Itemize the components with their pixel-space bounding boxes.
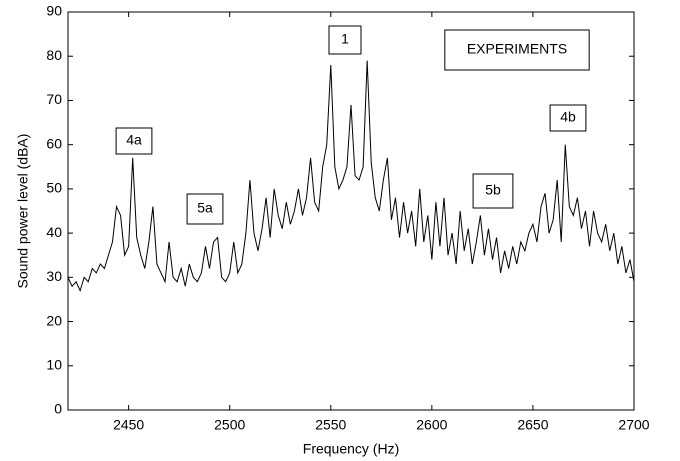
x-tick-label: 2600: [416, 417, 447, 433]
y-tick-label: 10: [46, 356, 62, 372]
annotation-box: [472, 173, 514, 209]
annotation-text: 4a: [126, 132, 142, 148]
x-tick-label: 2550: [315, 417, 346, 433]
annotation-box: [444, 29, 590, 71]
y-axis-label: Sound power level (dBA): [15, 134, 31, 289]
annotation-text: EXPERIMENTS: [467, 41, 567, 57]
annotation-box: [549, 104, 587, 132]
y-tick-label: 30: [46, 268, 62, 284]
y-tick-label: 80: [46, 47, 62, 63]
annotation: 4a: [115, 127, 153, 155]
annotation: 1: [328, 25, 362, 55]
x-tick-label: 2650: [517, 417, 548, 433]
x-tick-label: 2500: [214, 417, 245, 433]
annotation-text: 1: [341, 31, 349, 47]
annotation-text: 5a: [197, 200, 213, 216]
y-tick-label: 90: [46, 3, 62, 19]
annotation: EXPERIMENTS: [444, 29, 590, 71]
annotation: 5b: [472, 173, 514, 209]
annotation: 5a: [186, 193, 224, 225]
y-tick-label: 70: [46, 91, 62, 107]
annotation-box: [115, 127, 153, 155]
x-axis-label: Frequency (Hz): [303, 441, 399, 457]
annotation-text: 5b: [485, 182, 501, 198]
annotation-box: [186, 193, 224, 225]
annotation-text: 4b: [560, 109, 576, 125]
y-tick-label: 0: [54, 401, 62, 417]
plot-frame: [67, 11, 635, 411]
y-tick-label: 60: [46, 135, 62, 151]
y-tick-label: 50: [46, 180, 62, 196]
y-tick-label: 20: [46, 312, 62, 328]
annotation: 4b: [549, 104, 587, 132]
data-line: [67, 60, 635, 293]
annotation-box: [328, 25, 362, 55]
y-tick-label: 40: [46, 224, 62, 240]
x-tick-label: 2450: [113, 417, 144, 433]
x-tick-label: 2700: [618, 417, 649, 433]
